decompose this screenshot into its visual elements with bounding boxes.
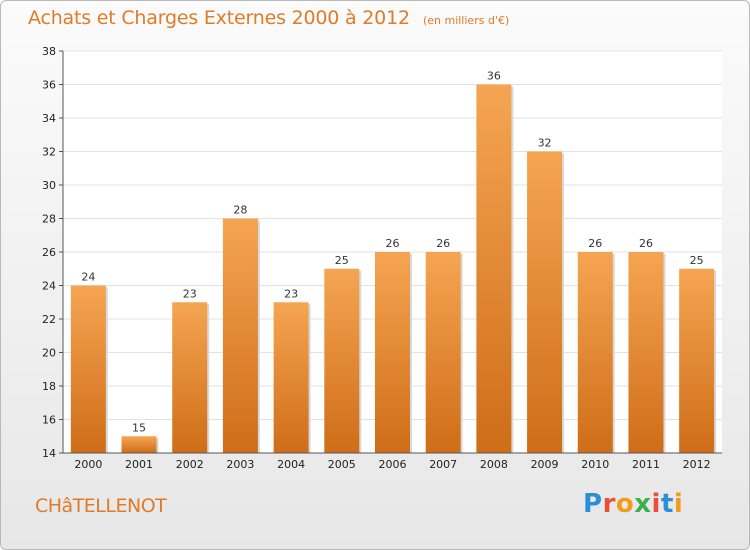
y-tick-label: 30 xyxy=(42,179,56,192)
data-label: 24 xyxy=(81,271,95,284)
data-label: 36 xyxy=(487,70,501,83)
x-tick-label: 2008 xyxy=(480,458,508,471)
logo-letter: r xyxy=(602,489,616,519)
x-tick-label: 2006 xyxy=(379,458,407,471)
title-row: Achats et Charges Externes 2000 à 2012 (… xyxy=(28,7,509,29)
y-tick-label: 24 xyxy=(42,280,56,293)
data-label: 28 xyxy=(233,204,247,217)
y-tick-label: 28 xyxy=(42,213,56,226)
y-tick-label: 34 xyxy=(42,112,56,125)
y-tick-label: 26 xyxy=(42,246,56,259)
data-label: 23 xyxy=(183,287,197,300)
data-label: 32 xyxy=(538,137,552,150)
logo-letter: i xyxy=(673,489,684,519)
x-tick-label: 2004 xyxy=(277,458,305,471)
logo-letter: P xyxy=(583,489,603,519)
y-tick-label: 14 xyxy=(42,447,56,460)
x-tick-label: 2005 xyxy=(328,458,356,471)
x-tick-label: 2003 xyxy=(226,458,254,471)
data-label: 25 xyxy=(335,254,349,267)
bar xyxy=(324,268,360,453)
bar xyxy=(375,252,410,453)
bar xyxy=(476,84,512,453)
commune-name: CHâTELLENOT xyxy=(35,495,167,517)
y-tick-label: 22 xyxy=(42,313,56,326)
bar xyxy=(273,302,309,453)
bar xyxy=(628,252,664,453)
data-label: 26 xyxy=(436,237,450,250)
logo-letter: o xyxy=(615,489,635,519)
data-label: 26 xyxy=(588,237,602,250)
data-label: 26 xyxy=(639,237,653,250)
chart-title: Achats et Charges Externes 2000 à 2012 xyxy=(28,7,410,29)
logo-letter: t xyxy=(660,489,674,519)
x-tick-label: 2009 xyxy=(531,458,559,471)
bar xyxy=(222,218,258,453)
logo-letter: i xyxy=(651,489,661,519)
y-tick-label: 18 xyxy=(42,380,56,393)
x-tick-label: 2007 xyxy=(429,458,457,471)
y-tick-label: 20 xyxy=(42,347,56,360)
bar xyxy=(172,302,208,453)
bar xyxy=(70,285,106,453)
x-tick-label: 2011 xyxy=(632,458,660,471)
x-tick-label: 2000 xyxy=(74,458,102,471)
data-label: 26 xyxy=(386,237,400,250)
logo-letter: x xyxy=(634,489,652,519)
data-label: 23 xyxy=(284,287,298,300)
bar xyxy=(121,436,157,453)
x-axis: 2000 2001 2002 2003 2004 2005 2006 2007 2008 2009… xyxy=(63,452,722,471)
bar xyxy=(679,268,715,453)
y-tick-label: 38 xyxy=(42,45,56,58)
bar xyxy=(425,252,461,453)
bar xyxy=(577,252,613,453)
chart-subtitle: (en milliers d'€) xyxy=(422,14,510,27)
x-tick-label: 2012 xyxy=(683,458,711,471)
bar xyxy=(527,151,563,453)
proxiti-logo: Proxiti xyxy=(583,489,683,519)
x-tick-label: 2001 xyxy=(125,458,153,471)
y-tick-label: 16 xyxy=(42,414,56,427)
data-label: 15 xyxy=(132,421,146,434)
y-axis: 14 16 18 20 22 24 26 28 30 32 34 36 38 xyxy=(42,45,64,460)
x-tick-label: 2002 xyxy=(176,458,204,471)
x-tick-label: 2010 xyxy=(581,458,609,471)
bars: 24 15 23 28 23 25 26 26 36 32 26 26 25 xyxy=(70,70,717,453)
data-label: 25 xyxy=(690,254,704,267)
y-tick-label: 36 xyxy=(42,79,56,92)
y-tick-label: 32 xyxy=(42,146,56,159)
